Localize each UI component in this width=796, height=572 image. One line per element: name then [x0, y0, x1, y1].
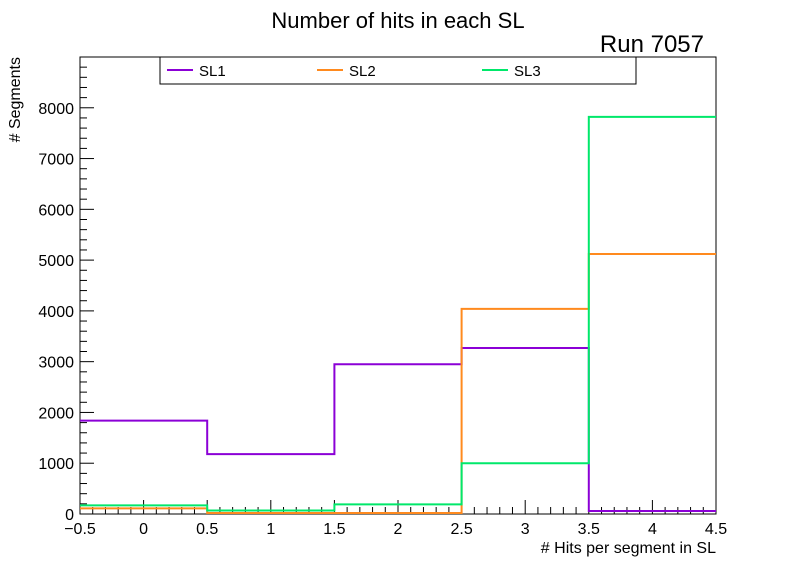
- x-tick-label: 4.5: [705, 521, 727, 538]
- y-tick-label: 7000: [38, 152, 74, 169]
- y-tick-label: 4000: [38, 304, 74, 321]
- x-tick-label: 3.5: [578, 521, 600, 538]
- x-tick-label: 0: [139, 521, 148, 538]
- legend-label-sl1: SL1: [199, 63, 226, 80]
- series-layer: [80, 115, 716, 514]
- y-tick-label: 5000: [38, 253, 74, 270]
- y-axis-label: # Segments: [7, 57, 24, 142]
- series-sl3-line: [80, 115, 716, 512]
- legend-label-sl3: SL3: [514, 63, 541, 80]
- y-tick-label: 2000: [38, 405, 74, 422]
- y-tick-label: 0: [65, 507, 74, 524]
- legend: SL1 SL2 SL3: [159, 56, 637, 85]
- series-sl2-line: [80, 253, 716, 514]
- series-sl1-line: [80, 346, 716, 512]
- legend-label-sl2: SL2: [349, 63, 376, 80]
- x-tick-label: 3: [521, 521, 530, 538]
- x-tick-label: −0.5: [64, 521, 96, 538]
- y-tick-label: 8000: [38, 101, 74, 118]
- x-axis-label: # Hits per segment in SL: [541, 540, 716, 557]
- x-tick-label: 2: [394, 521, 403, 538]
- legend-box: [159, 56, 637, 85]
- run-label: Run 7057: [600, 31, 704, 58]
- chart-title: Number of hits in each SL: [271, 8, 524, 33]
- x-tick-label: 1.5: [323, 521, 345, 538]
- y-tick-label: 6000: [38, 202, 74, 219]
- y-tick-label: 3000: [38, 355, 74, 372]
- x-tick-label: 4: [648, 521, 657, 538]
- tick-labels: −0.5 0 0.5 1 1.5 2 2.5 3 3.5 4 4.50100020003000400…: [38, 101, 727, 538]
- x-tick-label: 2.5: [450, 521, 472, 538]
- x-tick-label: 0.5: [196, 521, 218, 538]
- plot-frame: [79, 56, 717, 515]
- y-tick-label: 1000: [38, 456, 74, 473]
- x-tick-label: 1: [266, 521, 275, 538]
- axis-ticks: [79, 56, 717, 515]
